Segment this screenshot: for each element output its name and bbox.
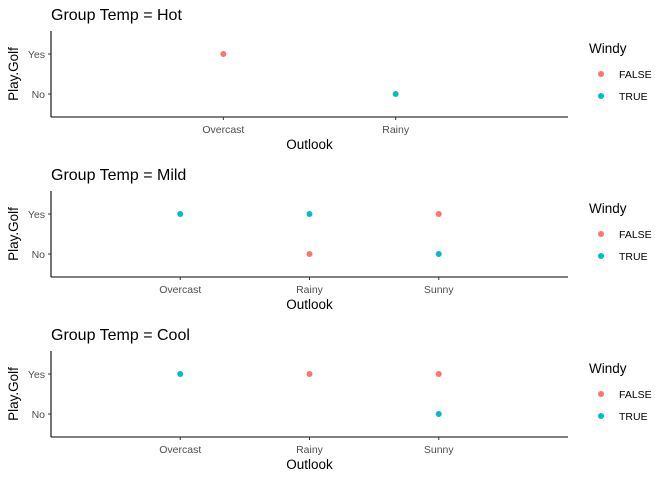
y-axis-title: Play.Golf [6,207,21,261]
x-axis-title: Outlook [286,137,333,152]
chart-title: Group Temp = Cool [51,327,190,344]
x-tick-label: Rainy [382,124,410,136]
data-point-false [220,51,227,57]
legend-key-true [598,413,604,419]
x-tick-label: Overcast [159,444,201,456]
data-point-false [435,371,442,377]
y-tick-label: No [32,409,46,421]
chart-title: Group Temp = Hot [51,7,182,24]
x-tick-label: Rainy [296,284,324,296]
data-point-false [306,251,313,257]
legend-key-false [598,391,604,397]
x-tick-label: Overcast [159,284,201,296]
data-point-false [306,371,313,377]
x-axis-title: Outlook [286,297,333,312]
legend-title: Windy [589,201,627,216]
x-tick-label: Sunny [424,284,455,296]
data-point-true [177,211,184,217]
y-tick-label: Yes [28,369,45,381]
y-tick-label: No [32,249,46,261]
data-point-true [392,91,399,97]
legend-label: TRUE [619,411,648,423]
legend-title: Windy [589,41,627,56]
x-tick-label: Rainy [296,444,324,456]
panel-3: Group Temp = Cool Yes No Overcast Rainy Sunny… [6,327,652,472]
data-point-true [435,251,442,257]
x-tick-label: Sunny [424,444,455,456]
data-point-true [177,371,184,377]
legend-label: TRUE [619,91,648,103]
data-point-false [435,211,442,217]
chart-title: Group Temp = Mild [51,167,186,184]
legend-key-true [598,253,604,259]
legend-key-true [598,93,604,99]
legend-title: Windy [589,361,627,376]
legend-label: FALSE [619,69,652,81]
legend-key-false [598,231,604,237]
y-axis-title: Play.Golf [6,47,21,101]
x-axis-title: Outlook [286,457,333,472]
y-tick-label: Yes [28,49,45,61]
y-axis-title: Play.Golf [6,367,21,421]
legend-label: FALSE [619,229,652,241]
panel-1: Group Temp = Hot Yes No Overcast Rainy Outloo… [6,7,652,152]
data-point-true [306,211,313,217]
y-tick-label: Yes [28,209,45,221]
panel-2: Group Temp = Mild Yes No Overcast Rainy Sunny… [6,167,652,312]
data-point-true [435,411,442,417]
legend-label: FALSE [619,389,652,401]
y-tick-label: No [32,89,46,101]
x-tick-label: Overcast [202,124,244,136]
legend-key-false [598,71,604,77]
legend-label: TRUE [619,251,648,263]
